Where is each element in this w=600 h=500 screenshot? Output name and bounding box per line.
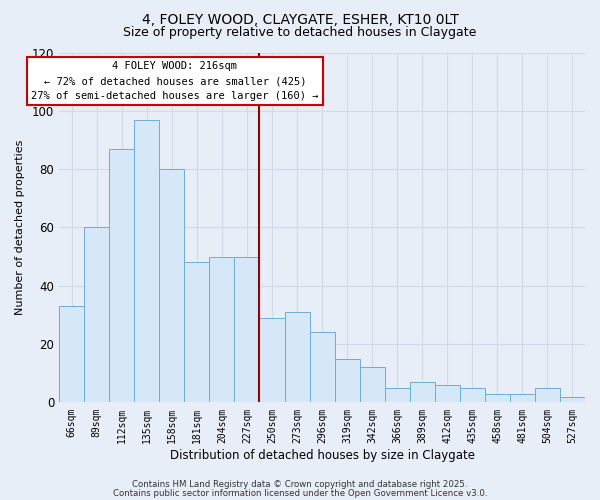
Bar <box>359 368 385 402</box>
Bar <box>310 332 335 402</box>
Bar <box>184 262 209 402</box>
Y-axis label: Number of detached properties: Number of detached properties <box>15 140 25 315</box>
Text: Size of property relative to detached houses in Claygate: Size of property relative to detached ho… <box>124 26 476 39</box>
Bar <box>560 396 585 402</box>
Bar <box>385 388 410 402</box>
Bar <box>109 148 134 402</box>
Bar <box>284 312 310 402</box>
X-axis label: Distribution of detached houses by size in Claygate: Distribution of detached houses by size … <box>170 450 475 462</box>
Bar <box>460 388 485 402</box>
Bar <box>510 394 535 402</box>
Bar <box>259 318 284 402</box>
Text: Contains public sector information licensed under the Open Government Licence v3: Contains public sector information licen… <box>113 488 487 498</box>
Bar <box>435 385 460 402</box>
Bar <box>485 394 510 402</box>
Bar <box>209 256 235 402</box>
Bar <box>160 169 184 402</box>
Bar <box>235 256 259 402</box>
Bar <box>134 120 160 403</box>
Bar <box>410 382 435 402</box>
Text: 4 FOLEY WOOD: 216sqm
← 72% of detached houses are smaller (425)
27% of semi-deta: 4 FOLEY WOOD: 216sqm ← 72% of detached h… <box>31 61 319 101</box>
Bar <box>335 358 359 403</box>
Bar <box>84 228 109 402</box>
Bar <box>535 388 560 402</box>
Bar <box>59 306 84 402</box>
Text: 4, FOLEY WOOD, CLAYGATE, ESHER, KT10 0LT: 4, FOLEY WOOD, CLAYGATE, ESHER, KT10 0LT <box>142 12 458 26</box>
Text: Contains HM Land Registry data © Crown copyright and database right 2025.: Contains HM Land Registry data © Crown c… <box>132 480 468 489</box>
